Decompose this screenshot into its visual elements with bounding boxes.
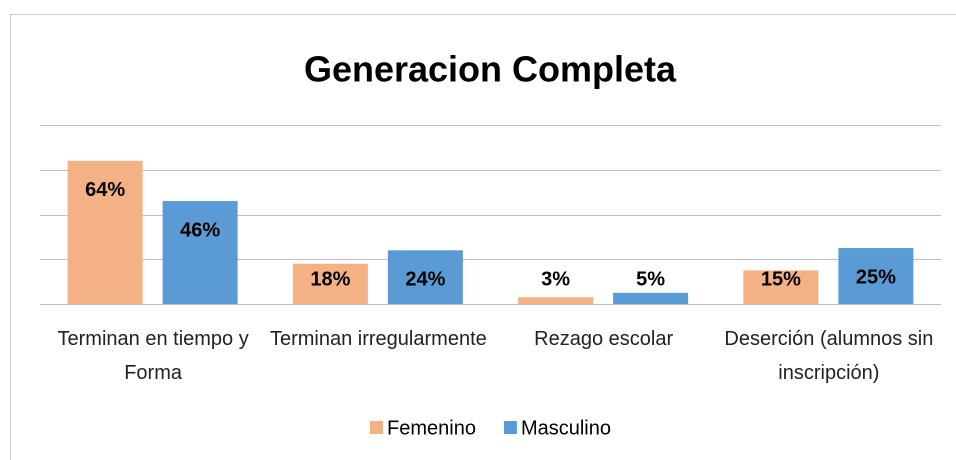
x-tick-label: Terminan en tiempo y Forma	[57, 328, 249, 384]
x-tick-label: Terminan irregularmente	[269, 328, 487, 350]
x-tick-label: Rezago escolar	[534, 328, 674, 350]
bar	[67, 160, 143, 304]
bar	[613, 292, 689, 304]
bar	[518, 297, 594, 304]
bar	[743, 270, 819, 304]
data-label: 3%	[541, 268, 570, 290]
data-label: 18%	[310, 268, 350, 290]
legend-label: Masculino	[521, 417, 611, 439]
chart-title: Generacion Completa	[304, 49, 677, 90]
data-label: 24%	[405, 268, 445, 290]
data-label: 46%	[180, 219, 220, 241]
legend-swatch	[370, 421, 383, 434]
bar	[838, 248, 914, 304]
bar	[387, 250, 463, 304]
legend-swatch	[503, 421, 517, 434]
bar	[292, 263, 368, 304]
data-label: 25%	[856, 266, 896, 288]
data-label: 5%	[636, 268, 665, 290]
legend-label: Femenino	[387, 417, 476, 439]
data-label: 64%	[85, 179, 125, 201]
chart-border	[10, 14, 956, 460]
x-tick-label: Deserción (alumnos sin inscripción)	[724, 328, 934, 384]
data-label: 15%	[761, 268, 801, 290]
bar	[162, 201, 238, 304]
